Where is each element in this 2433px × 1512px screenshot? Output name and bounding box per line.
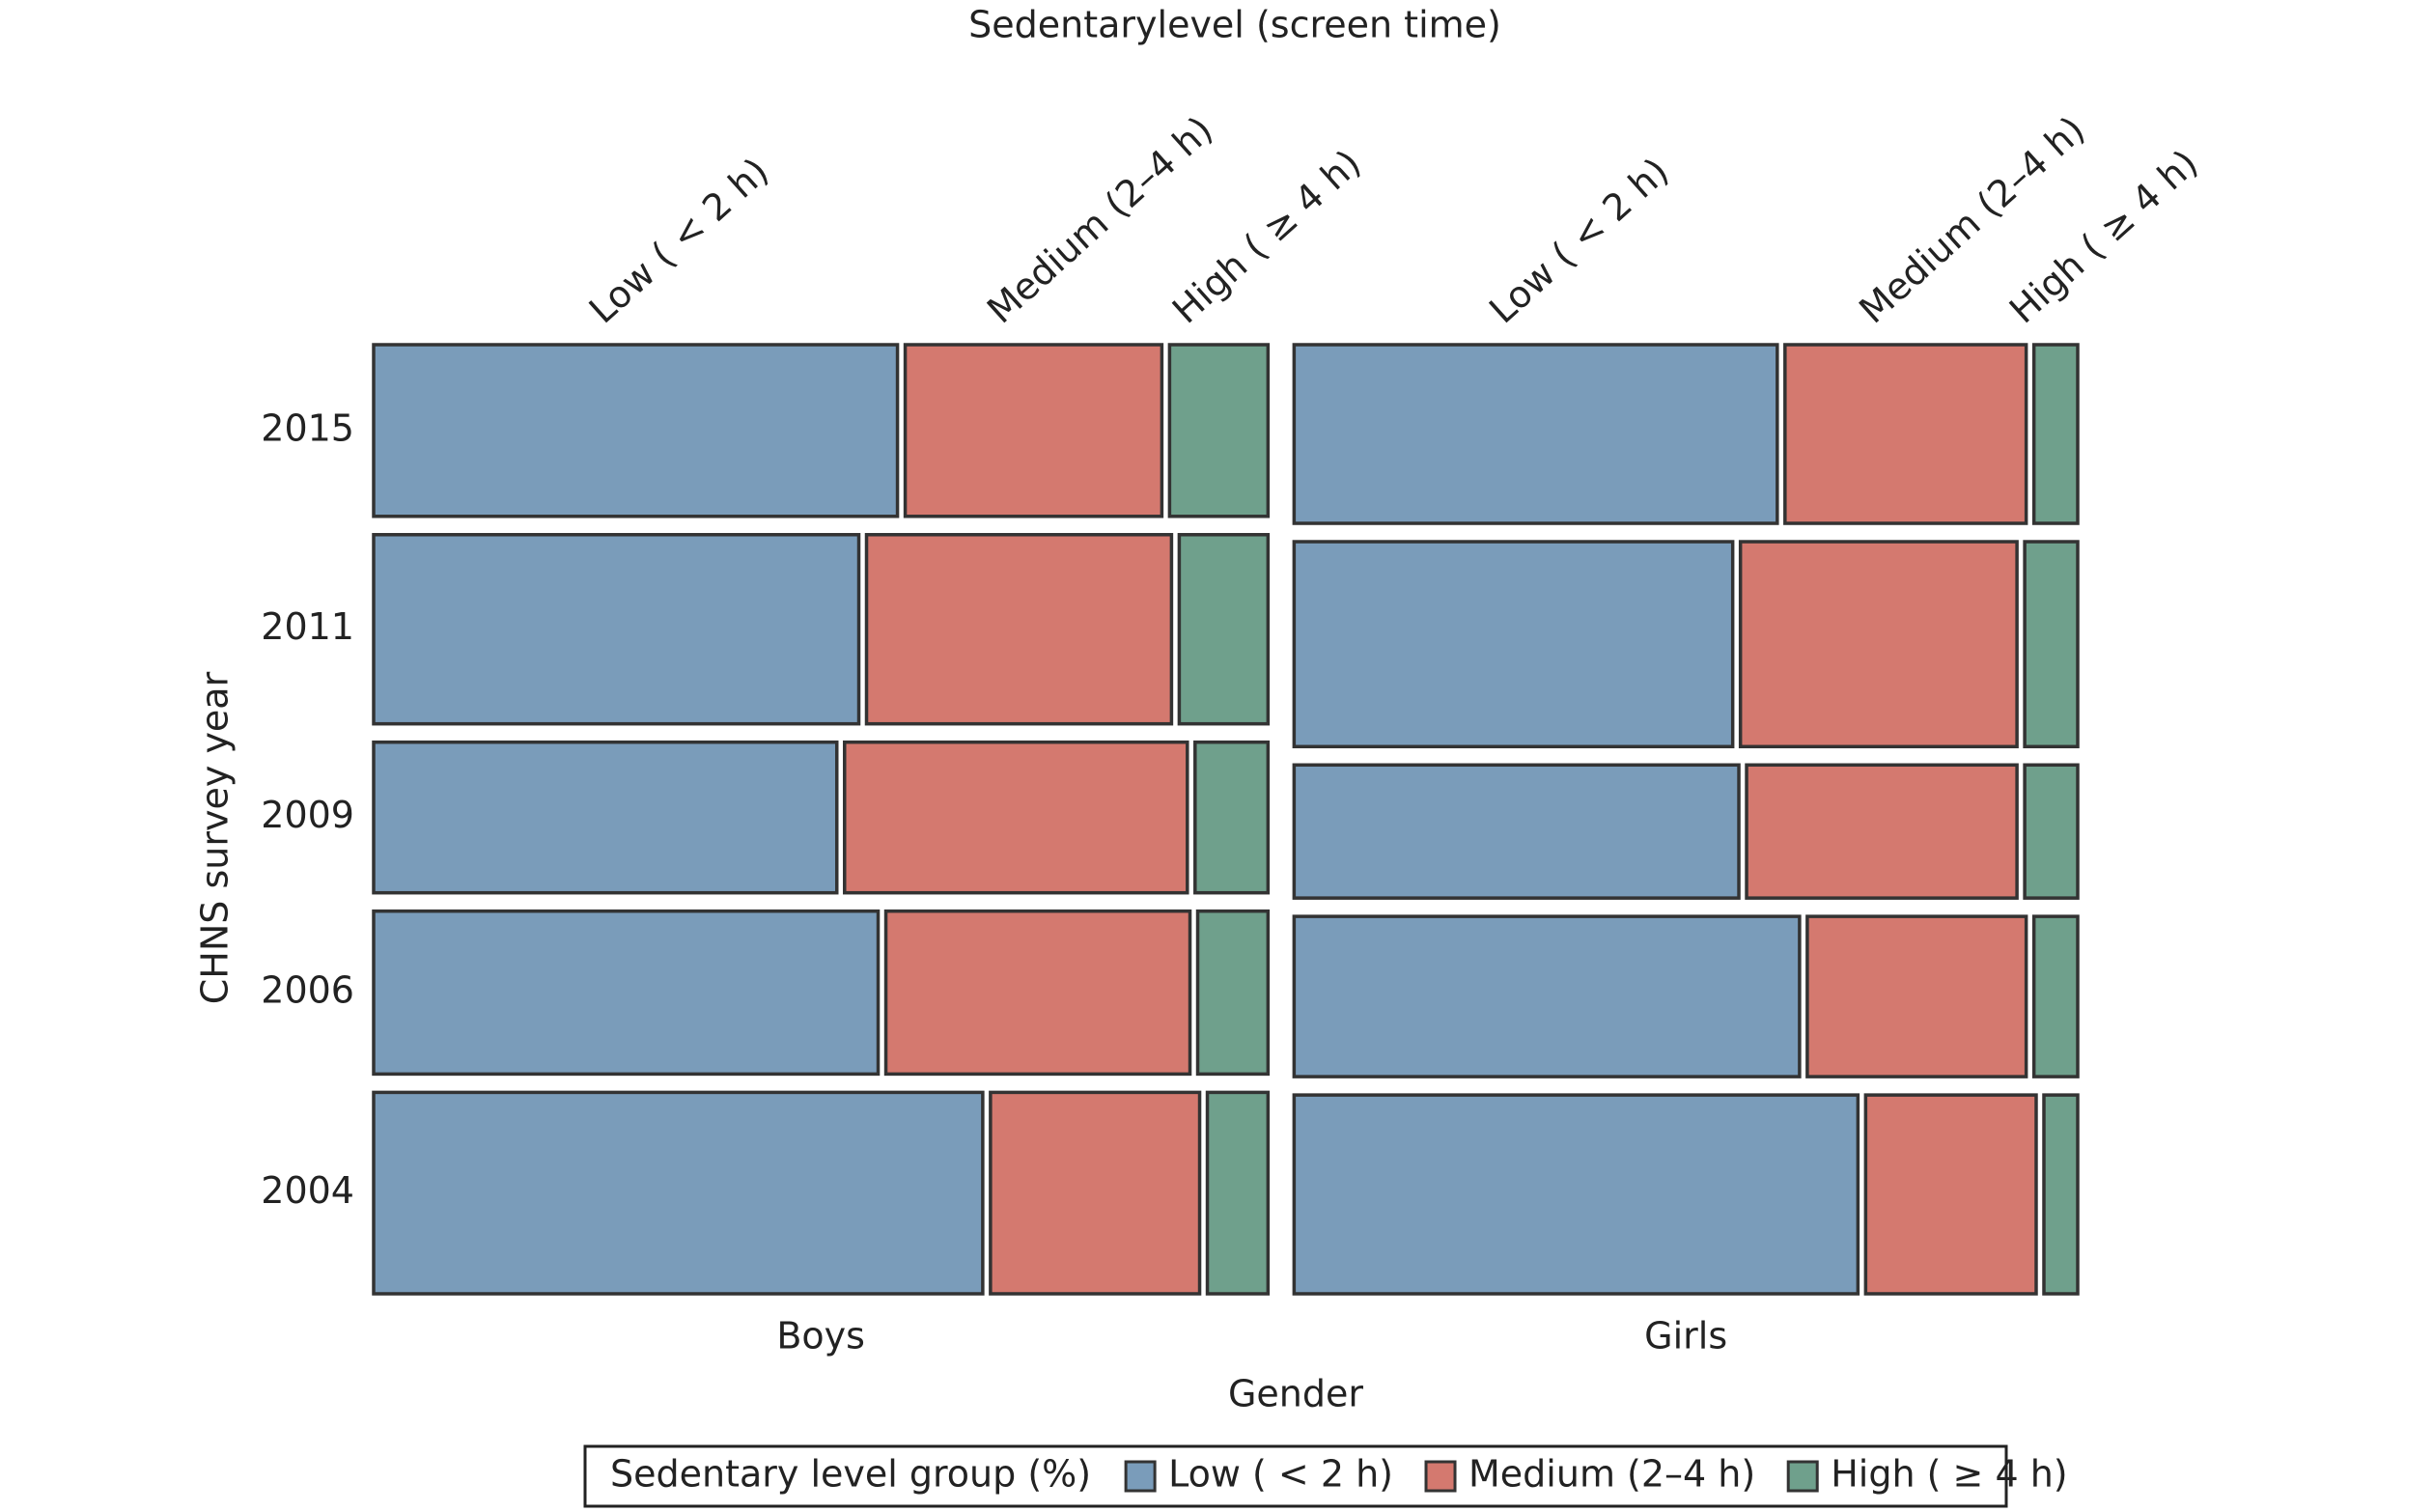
mosaic-tile bbox=[1292, 343, 1779, 525]
mosaic-tile bbox=[1738, 540, 2019, 749]
column-label: Low ( < 2 h) bbox=[1481, 150, 1677, 332]
y-tick-label: 2011 bbox=[261, 605, 354, 648]
mosaic-tile bbox=[1177, 533, 1271, 726]
mosaic-tile bbox=[1292, 1093, 1860, 1296]
legend-label: Low ( < 2 h) bbox=[1168, 1453, 1393, 1496]
mosaic-tile bbox=[1195, 909, 1271, 1077]
mosaic-tile bbox=[903, 343, 1164, 518]
mosaic-tile bbox=[372, 343, 900, 518]
x-tick-label: Girls bbox=[1644, 1315, 1727, 1358]
mosaic-tile bbox=[2023, 540, 2080, 749]
mosaic-tile bbox=[2042, 1093, 2080, 1296]
mosaic-tile bbox=[372, 740, 839, 895]
mosaic-tile bbox=[372, 909, 881, 1077]
mosaic-tile bbox=[2023, 763, 2080, 900]
mosaic-tile bbox=[1205, 1090, 1271, 1296]
mosaic-tile bbox=[1193, 740, 1271, 895]
y-tick-label: 2015 bbox=[261, 406, 354, 449]
legend-label: Medium (2–4 h) bbox=[1468, 1453, 1755, 1496]
legend-swatch bbox=[1424, 1460, 1457, 1493]
mosaic-tile bbox=[372, 533, 861, 726]
column-label: High ( ≥ 4 h) bbox=[1164, 142, 1369, 332]
y-tick-label: 2004 bbox=[261, 1169, 354, 1212]
y-tick-label: 2009 bbox=[261, 794, 354, 836]
y-axis-label: CHNS survey year bbox=[194, 671, 237, 1004]
mosaic-tile bbox=[989, 1090, 1202, 1296]
mosaic-tile bbox=[1745, 763, 2019, 900]
chart-title: Sedentarylevel (screen time) bbox=[968, 4, 1501, 46]
mosaic-tile bbox=[883, 909, 1192, 1077]
y-tick-label: 2006 bbox=[261, 969, 354, 1012]
mosaic-tile bbox=[1863, 1093, 2038, 1296]
legend-label: High ( ≥ 4 h) bbox=[1831, 1453, 2067, 1496]
legend-swatch bbox=[1124, 1460, 1157, 1493]
legend-title: Sedentary level group (%) bbox=[610, 1453, 1091, 1496]
column-label: Low ( < 2 h) bbox=[581, 150, 777, 332]
mosaic-tile bbox=[372, 1090, 985, 1296]
mosaic-tile bbox=[864, 533, 1174, 726]
mosaic-tile bbox=[2031, 343, 2080, 525]
mosaic-tile bbox=[1167, 343, 1271, 518]
x-axis-label: Gender bbox=[1228, 1373, 1363, 1415]
mosaic-tile bbox=[1292, 763, 1741, 900]
mosaic-tile bbox=[1783, 343, 2028, 525]
mosaic-tile bbox=[843, 740, 1189, 895]
mosaic-tile bbox=[2031, 914, 2080, 1078]
mosaic-tile bbox=[1292, 914, 1802, 1078]
legend-box bbox=[583, 1444, 2008, 1508]
mosaic-tile bbox=[1292, 540, 1735, 749]
legend-swatch bbox=[1786, 1460, 1819, 1493]
x-tick-label: Boys bbox=[776, 1315, 865, 1358]
mosaic-tile bbox=[1805, 914, 2028, 1078]
